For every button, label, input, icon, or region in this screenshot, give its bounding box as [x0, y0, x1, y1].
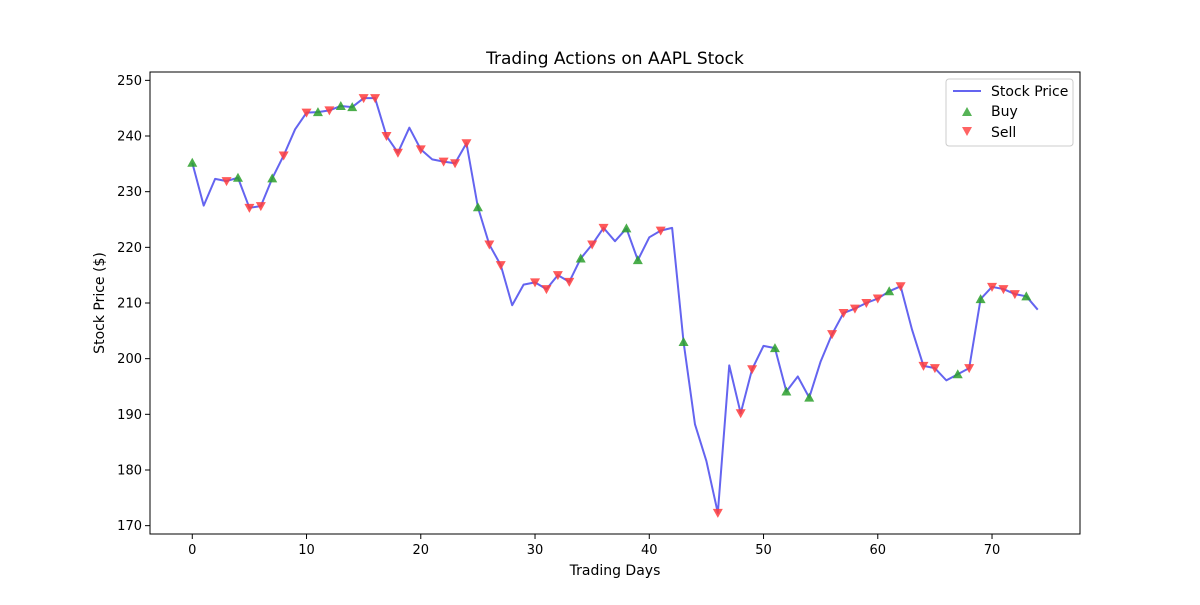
buy-marker	[621, 223, 632, 233]
sell-marker	[872, 294, 883, 304]
legend-label-price: Stock Price	[991, 84, 1068, 100]
buy-marker	[187, 157, 198, 167]
legend-label-buy: Buy	[991, 104, 1018, 120]
sell-marker	[849, 304, 860, 314]
sell-marker	[918, 361, 929, 371]
y-axis-label: Stock Price ($)	[92, 252, 108, 354]
sell-marker	[381, 132, 392, 142]
sell-marker	[392, 148, 403, 158]
x-tick-label: 30	[527, 543, 544, 558]
buy-marker	[678, 336, 689, 346]
x-tick-label: 10	[298, 543, 315, 558]
buy-marker	[232, 172, 243, 182]
y-tick-label: 230	[117, 185, 142, 200]
y-tick-label: 210	[117, 297, 142, 312]
x-tick-label: 0	[188, 543, 196, 558]
sell-marker	[964, 364, 975, 374]
sell-marker	[655, 226, 666, 236]
sell-marker	[324, 106, 335, 116]
sell-marker	[301, 108, 312, 118]
y-tick-label: 190	[117, 408, 142, 423]
x-tick-label: 40	[641, 543, 658, 558]
sell-marker	[221, 177, 232, 187]
y-tick-label: 250	[117, 74, 142, 89]
price-line	[191, 97, 1039, 514]
buy-marker	[1021, 291, 1032, 301]
sell-marker	[827, 330, 838, 340]
sell-marker	[587, 240, 598, 250]
sell-marker	[1009, 290, 1020, 300]
sell-marker	[598, 223, 609, 233]
sell-marker	[747, 365, 758, 375]
y-tick-label: 180	[117, 463, 142, 478]
legend-box	[945, 78, 1074, 147]
sell-marker	[712, 508, 723, 518]
x-tick-label: 60	[870, 543, 887, 558]
buy-marker	[952, 369, 963, 379]
legend-sell-marker	[962, 127, 972, 136]
sell-marker	[998, 285, 1009, 295]
buy-marker	[347, 102, 358, 112]
sell-marker	[861, 299, 872, 308]
sell-marker	[564, 277, 575, 287]
sell-marker	[255, 202, 266, 212]
sell-marker	[370, 94, 381, 104]
sell-marker	[450, 159, 461, 169]
buy-marker	[575, 253, 586, 263]
x-axis-label: Trading Days	[569, 563, 661, 579]
sell-marker	[278, 151, 289, 161]
y-tick-label: 240	[117, 130, 142, 145]
sell-marker	[244, 203, 255, 213]
sell-marker	[461, 139, 472, 149]
buy-marker	[267, 173, 278, 183]
buy-marker	[975, 294, 986, 304]
sell-marker	[358, 94, 369, 104]
y-tick-label: 170	[117, 519, 142, 534]
sell-marker	[484, 240, 495, 250]
sell-marker	[987, 282, 998, 292]
legend: Stock Price Buy Sell	[945, 78, 1074, 147]
buy-marker	[804, 392, 815, 402]
buy-marker	[781, 386, 792, 396]
buy-marker	[335, 100, 346, 110]
sell-marker	[541, 285, 552, 295]
y-tick-label: 200	[117, 352, 142, 367]
buy-marker	[769, 343, 780, 353]
data-layer	[187, 94, 1039, 518]
x-tick-label: 50	[755, 543, 772, 558]
sell-marker	[895, 282, 906, 292]
sell-marker	[438, 157, 449, 167]
chart-title: Trading Actions on AAPL Stock	[485, 49, 744, 69]
buy-marker	[312, 107, 323, 117]
y-tick-label: 220	[117, 241, 142, 256]
sell-marker	[838, 309, 849, 319]
sell-marker	[495, 261, 506, 271]
sell-marker	[415, 145, 426, 155]
legend-buy-marker	[962, 107, 972, 116]
sell-marker	[929, 364, 940, 374]
buy-marker	[472, 202, 483, 212]
x-axis-ticks: 0 10 20 30 40 50 60 70	[188, 534, 1000, 558]
x-tick-label: 20	[413, 543, 430, 558]
buy-marker	[884, 286, 895, 296]
sell-marker	[735, 409, 746, 419]
y-axis-ticks: 170 180 190 200 210 220 230 240 250	[117, 74, 150, 534]
x-tick-label: 70	[984, 543, 1001, 558]
plot-area	[150, 72, 1080, 534]
buy-marker	[632, 255, 643, 265]
sell-marker	[552, 271, 563, 281]
legend-label-sell: Sell	[991, 125, 1016, 141]
sell-marker	[530, 278, 541, 288]
